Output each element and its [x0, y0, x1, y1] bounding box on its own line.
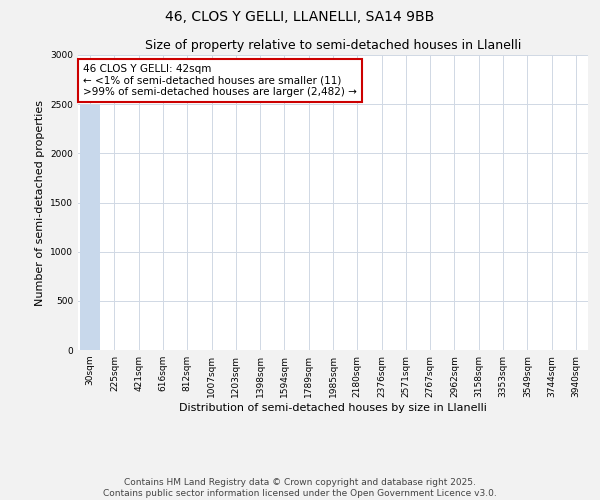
Title: Size of property relative to semi-detached houses in Llanelli: Size of property relative to semi-detach… [145, 40, 521, 52]
X-axis label: Distribution of semi-detached houses by size in Llanelli: Distribution of semi-detached houses by … [179, 402, 487, 412]
Y-axis label: Number of semi-detached properties: Number of semi-detached properties [35, 100, 44, 306]
Text: Contains HM Land Registry data © Crown copyright and database right 2025.
Contai: Contains HM Land Registry data © Crown c… [103, 478, 497, 498]
Text: 46 CLOS Y GELLI: 42sqm
← <1% of semi-detached houses are smaller (11)
>99% of se: 46 CLOS Y GELLI: 42sqm ← <1% of semi-det… [83, 64, 357, 97]
Bar [80, 105, 100, 350]
Text: 46, CLOS Y GELLI, LLANELLI, SA14 9BB: 46, CLOS Y GELLI, LLANELLI, SA14 9BB [166, 10, 434, 24]
